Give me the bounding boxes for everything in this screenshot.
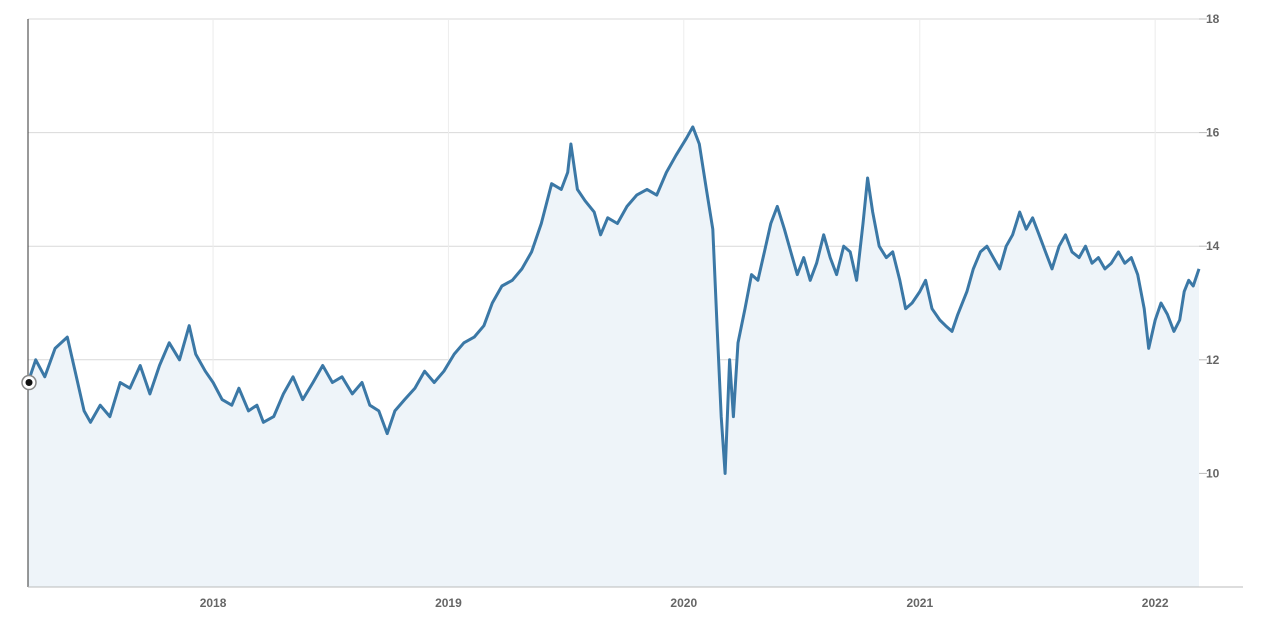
x-tick-label: 2022: [1142, 596, 1169, 610]
y-tick-label: 18: [1206, 12, 1220, 26]
marker-dot[interactable]: [25, 379, 33, 387]
start-marker[interactable]: [21, 374, 37, 391]
y-tick-label: 12: [1206, 353, 1220, 367]
x-tick-label: 2021: [906, 596, 933, 610]
axes: [27, 18, 1243, 588]
series-area-fill: [28, 126, 1199, 588]
y-tick-label: 14: [1206, 239, 1220, 253]
x-tick-label: 2018: [200, 596, 227, 610]
x-tick-label: 2020: [670, 596, 697, 610]
y-tick-label: 10: [1206, 466, 1220, 480]
y-tick-label: 16: [1206, 126, 1220, 140]
tick-labels: 10 12 14 16 18 2018 2019 2020 2021 2022: [200, 12, 1220, 610]
x-tick-label: 2019: [435, 596, 462, 610]
series-line: [26, 125, 1201, 475]
